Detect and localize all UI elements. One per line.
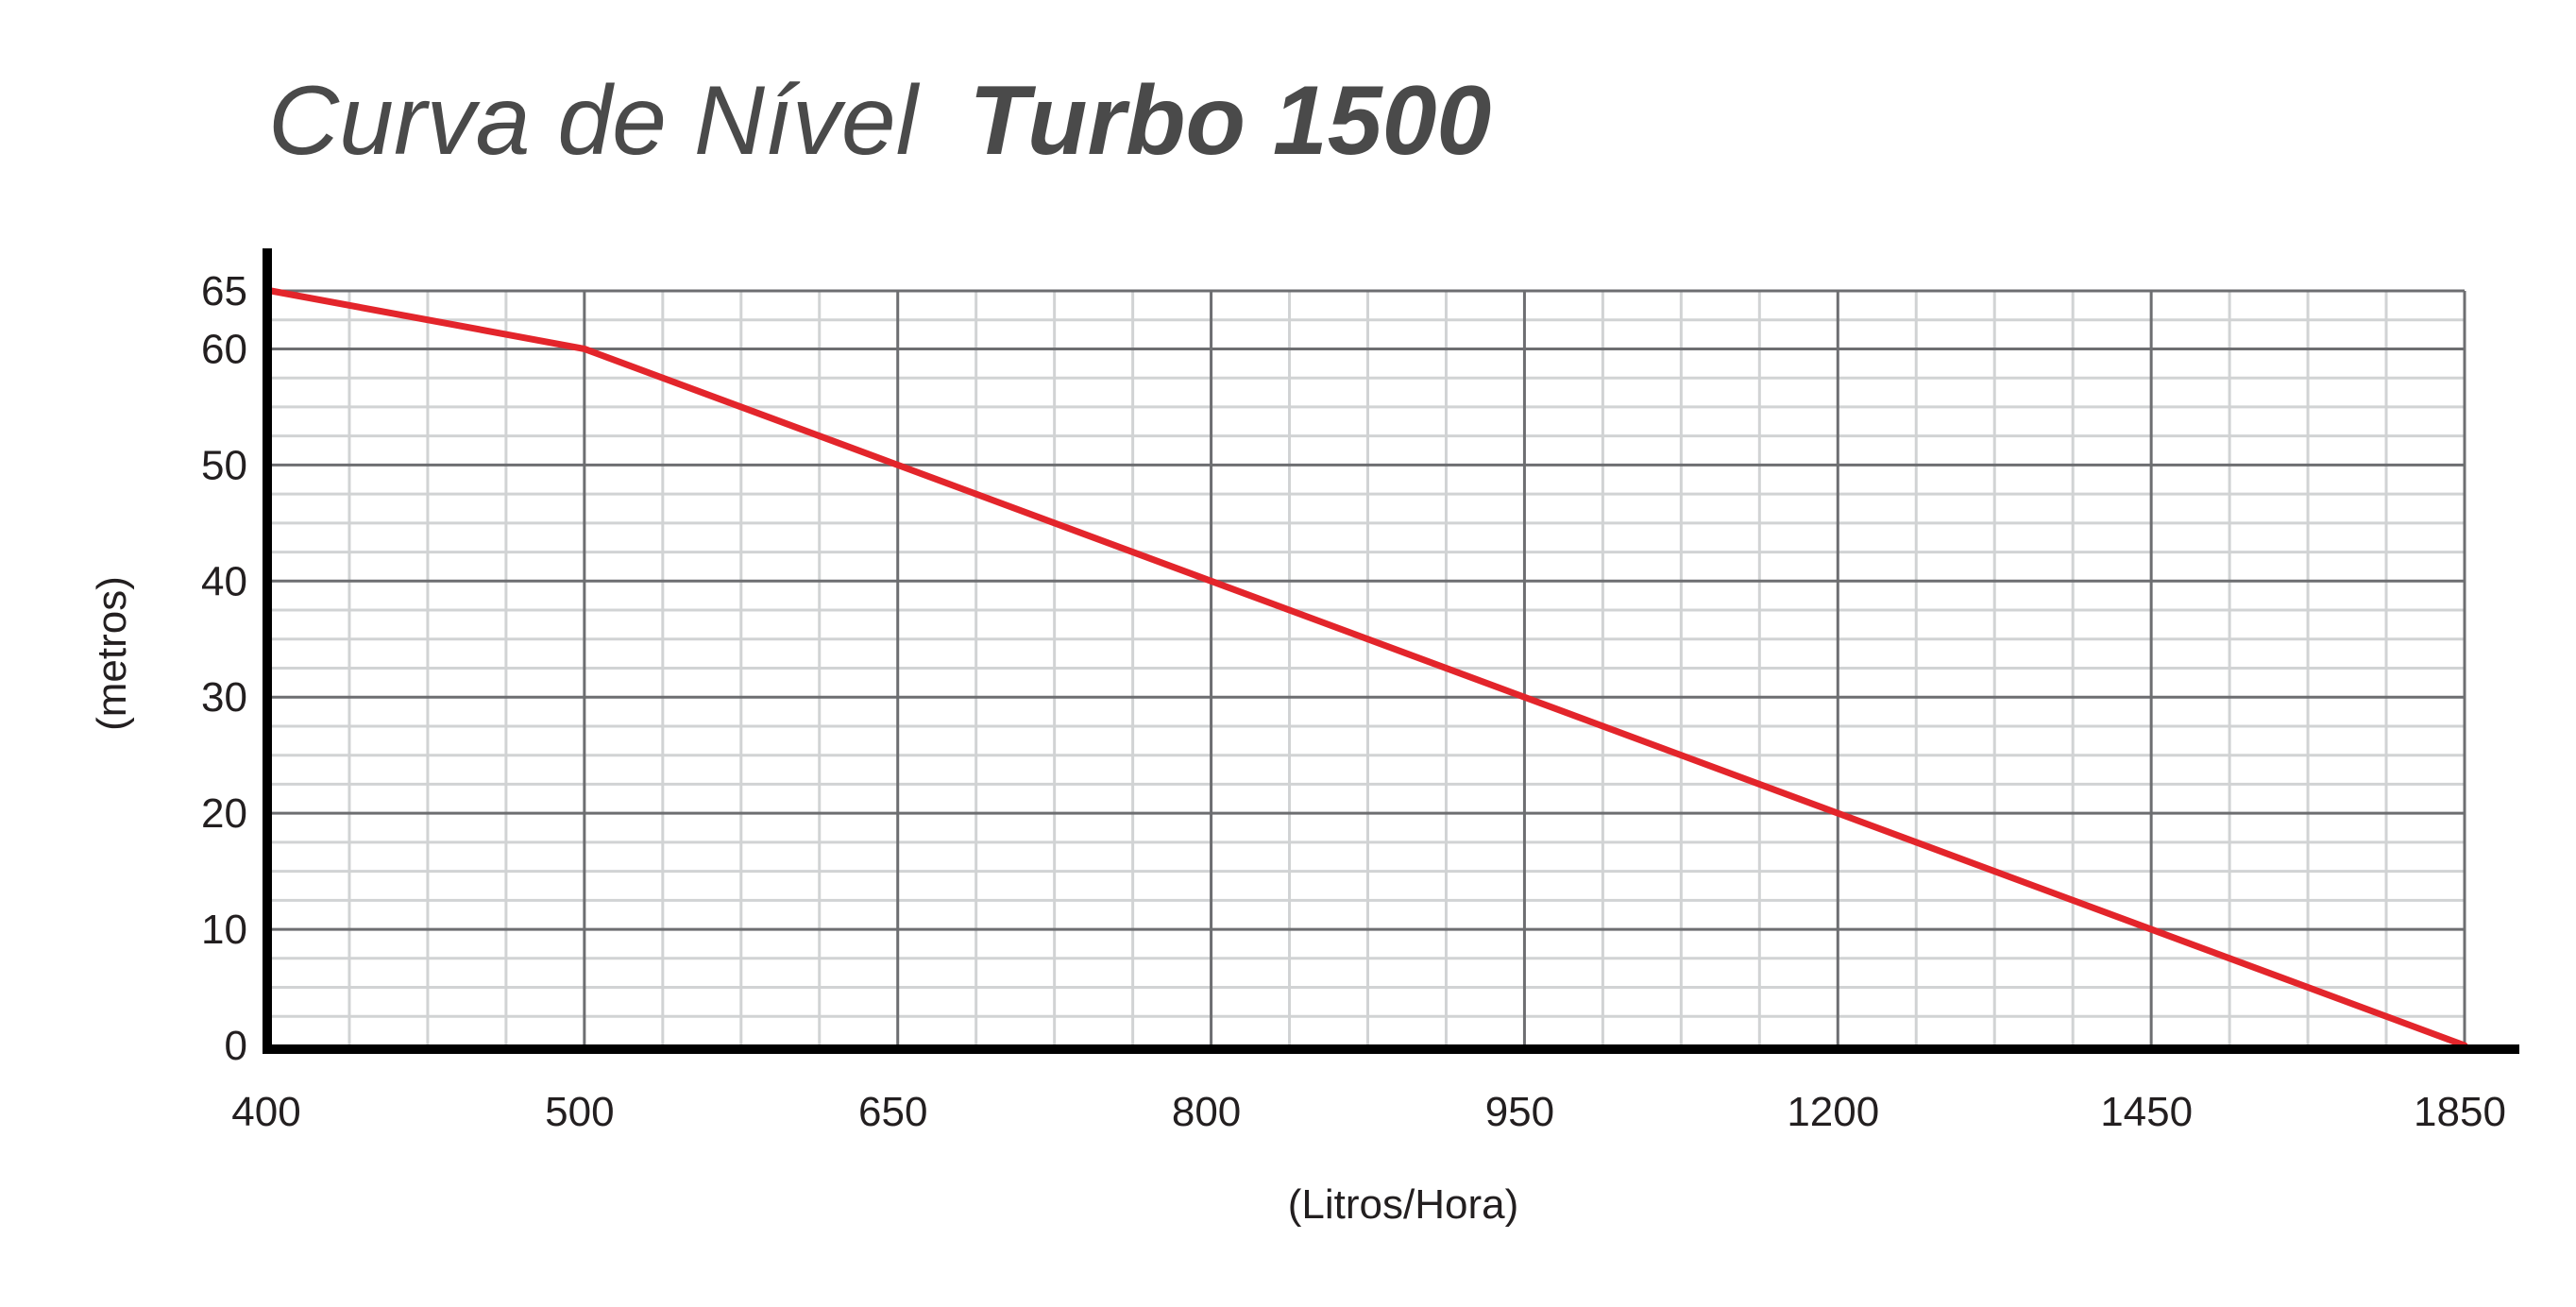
x-tick-label: 1200 xyxy=(1787,1089,1879,1135)
data-point xyxy=(1837,812,1839,814)
x-tick-label: 1450 xyxy=(2100,1089,2193,1135)
data-point xyxy=(897,464,899,466)
x-tick-label: 1850 xyxy=(2414,1089,2506,1135)
y-tick-label: 20 xyxy=(201,790,247,837)
x-axis-title: (Litros/Hora) xyxy=(1288,1181,1519,1228)
x-tick-label: 950 xyxy=(1485,1089,1554,1135)
y-tick-label: 0 xyxy=(225,1023,247,1069)
y-axis-title: (metros) xyxy=(89,576,135,731)
y-tick-label: 50 xyxy=(201,442,247,488)
chart-title-product: Turbo 1500 xyxy=(969,66,1491,176)
y-tick-label: 30 xyxy=(201,674,247,721)
tick-labels: 400 500 650 800 950 1200 1450 1850 0 10 20 30 40 50 60… xyxy=(201,268,2506,1135)
y-tick-label: 65 xyxy=(201,268,247,314)
x-tick-label: 650 xyxy=(858,1089,927,1135)
axes xyxy=(263,248,2519,1054)
x-tick-label: 500 xyxy=(545,1089,614,1135)
series-line xyxy=(267,287,2468,1049)
data-point xyxy=(2150,928,2152,930)
chart-title-prefix: Curva de Nível xyxy=(268,66,921,176)
y-tick-label: 40 xyxy=(201,558,247,604)
data-point xyxy=(1523,696,1525,698)
x-tick-label: 800 xyxy=(1172,1089,1241,1135)
x-tick-label: 400 xyxy=(231,1089,300,1135)
chart-title: Curva de Nível Turbo 1500 xyxy=(268,66,1491,176)
y-tick-label: 60 xyxy=(201,326,247,372)
grid xyxy=(271,289,2466,1045)
data-point xyxy=(1211,580,1212,582)
y-tick-label: 10 xyxy=(201,907,247,953)
data-point xyxy=(584,348,585,349)
